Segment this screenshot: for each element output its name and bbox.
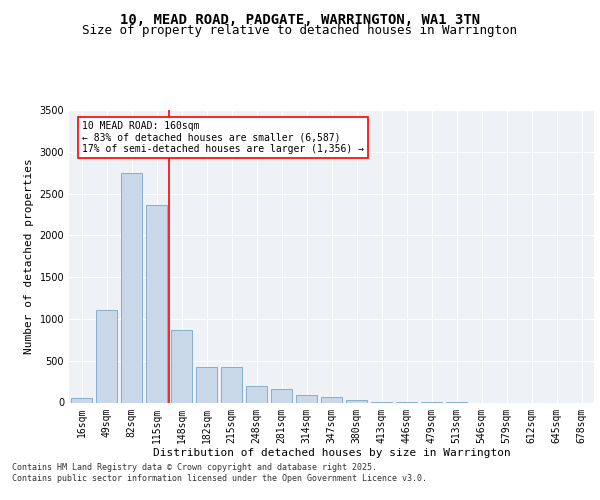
Text: Contains HM Land Registry data © Crown copyright and database right 2025.: Contains HM Land Registry data © Crown c… [12,462,377,471]
Bar [271,389,292,402]
Bar [96,310,117,402]
X-axis label: Distribution of detached houses by size in Warrington: Distribution of detached houses by size … [152,448,511,458]
Bar [146,206,167,402]
Text: Contains public sector information licensed under the Open Government Licence v3: Contains public sector information licen… [12,474,427,483]
Bar [221,366,242,402]
Bar [296,394,317,402]
Text: Size of property relative to detached houses in Warrington: Size of property relative to detached ho… [83,24,517,37]
Text: 10 MEAD ROAD: 160sqm
← 83% of detached houses are smaller (6,587)
17% of semi-de: 10 MEAD ROAD: 160sqm ← 83% of detached h… [82,121,364,154]
Bar [246,386,267,402]
Bar [196,366,217,402]
Bar [171,330,192,402]
Bar [71,398,92,402]
Bar [346,400,367,402]
Bar [321,397,342,402]
Bar [121,172,142,402]
Y-axis label: Number of detached properties: Number of detached properties [24,158,34,354]
Text: 10, MEAD ROAD, PADGATE, WARRINGTON, WA1 3TN: 10, MEAD ROAD, PADGATE, WARRINGTON, WA1 … [120,12,480,26]
